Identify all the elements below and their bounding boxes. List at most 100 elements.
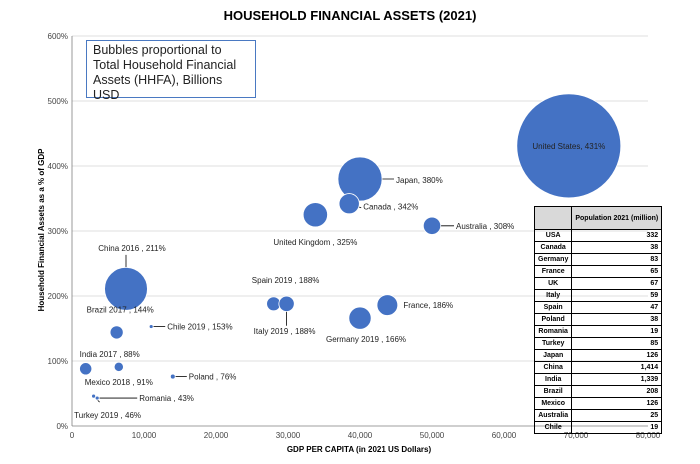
population-value: 67 [571,277,663,290]
bubble-canada [338,193,360,215]
population-table-header-row: Population 2021 (million) [533,206,663,230]
data-label-germany: Germany 2019 , 166% [326,335,406,344]
population-table-row: Chile 19 [533,421,663,434]
x-tick-label: 80,000 [636,431,661,440]
y-tick-label: 400% [48,162,68,171]
x-tick-label: 10,000 [132,431,157,440]
data-label-china: China 2016 , 211% [98,244,165,253]
x-tick-label: 30,000 [276,431,301,440]
bubble-australia [422,216,442,235]
bubble-romania [94,395,100,401]
x-tick-label: 60,000 [492,431,517,440]
bubble-brazil [109,325,124,340]
population-country: France [533,265,573,278]
bubble-china [104,267,148,311]
population-table-row: Mexico 126 [533,397,663,410]
population-table-header: Population 2021 (million) [571,206,663,230]
population-country: Chile [533,421,573,434]
data-label-italy: Italy 2019 , 188% [254,327,316,336]
x-tick-label: 40,000 [348,431,373,440]
population-table-row: Germany 83 [533,253,663,266]
bubble-chile [148,324,154,329]
y-tick-label: 100% [48,357,68,366]
population-value: 126 [571,397,663,410]
population-table-row: Canada 38 [533,241,663,254]
population-country: Poland [533,313,573,326]
population-table-row: USA 332 [533,229,663,242]
population-country: Japan [533,349,573,362]
population-country: Canada [533,241,573,254]
y-tick-label: 0% [56,422,68,431]
population-country: Germany [533,253,573,266]
x-axis-label: GDP PER CAPITA (in 2021 US Dollars) [287,445,432,454]
population-value: 126 [571,349,663,362]
population-table-row: Spain 47 [533,301,663,314]
population-country: Mexico [533,397,573,410]
population-country: Italy [533,289,573,302]
population-country: Brazil [533,385,573,398]
y-tick-label: 600% [48,32,68,41]
population-table-blank-header [533,206,573,230]
data-label-romania: Romania , 43% [139,394,194,403]
data-label-mexico: Mexico 2018 , 91% [85,378,153,387]
data-label-united: United Kingdom , 325% [273,238,357,247]
population-value: 85 [571,337,663,350]
population-value: 208 [571,385,663,398]
population-country: Australia [533,409,573,422]
population-value: 332 [571,229,663,242]
bubbles [79,93,622,401]
data-label-united: United States, 431% [532,142,605,151]
y-axis-label: Household Financial Assets as a % of GDP [37,148,46,312]
population-value: 1,339 [571,373,663,386]
y-tick-label: 500% [48,97,68,106]
population-table-row: Brazil 208 [533,385,663,398]
population-table-row: Japan 126 [533,349,663,362]
y-tick-label: 300% [48,227,68,236]
data-label-brazil: Brazil 2017 , 144% [87,305,154,314]
data-label-india: India 2017 , 88% [80,350,140,359]
chart-title: HOUSEHOLD FINANCIAL ASSETS (2021) [224,8,477,23]
data-label-spain: Spain 2019 , 188% [252,276,320,285]
population-value: 59 [571,289,663,302]
data-label-turkey: Turkey 2019 , 46% [74,411,141,420]
population-value: 47 [571,301,663,314]
population-value: 19 [571,325,663,338]
population-country: UK [533,277,573,290]
y-tick-label: 200% [48,292,68,301]
x-tick-label: 0 [70,431,75,440]
data-label-australia: Australia , 308% [456,222,514,231]
population-value: 19 [571,421,663,434]
data-label-japan: Japan, 380% [396,176,443,185]
population-country: China [533,361,573,374]
population-value: 25 [571,409,663,422]
population-table-row: Turkey 85 [533,337,663,350]
bubble-germany [348,306,372,330]
bubble-size-note: Bubbles proportional to Total Household … [86,40,256,102]
bubble-poland [169,373,176,380]
bubble-united [516,93,622,199]
population-value: 1,414 [571,361,663,374]
bubble-india [79,362,93,376]
population-table-row: UK 67 [533,277,663,290]
x-tick-label: 70,000 [564,431,589,440]
population-table-row: Italy 59 [533,289,663,302]
population-value: 65 [571,265,663,278]
bubble-turkey [91,393,96,399]
bubble-japan [337,156,383,202]
data-labels: United States, 431% Japan, 380% Canada , 3… [74,142,605,420]
bubble-france [376,294,399,316]
population-value: 38 [571,241,663,254]
population-country: Turkey [533,337,573,350]
population-table-row: India 1,339 [533,373,663,386]
population-table-row: China 1,414 [533,361,663,374]
bubble-mexico [113,361,124,372]
population-table: Population 2021 (million) USA 332 Canada 38… [533,206,663,434]
data-label-chile: Chile 2019 , 153% [167,323,232,332]
population-table-row: France 65 [533,265,663,278]
population-table-row: Australia 25 [533,409,663,422]
population-table-row: Romania 19 [533,325,663,338]
data-label-canada: Canada , 342% [363,203,418,212]
tick-labels: 0% 100% 200% 300% 400% 500% 600% 0 10,000 20,000 3… [48,32,661,440]
population-table-row: Poland 38 [533,313,663,326]
